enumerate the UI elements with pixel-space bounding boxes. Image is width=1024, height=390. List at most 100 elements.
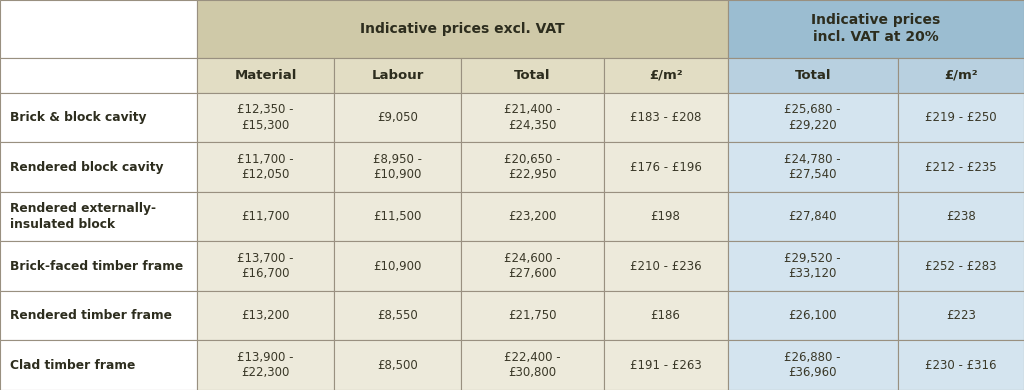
Text: £230 - £316: £230 - £316: [926, 359, 996, 372]
Bar: [198, 241, 334, 291]
Text: £13,700 -
£16,700: £13,700 - £16,700: [238, 252, 294, 280]
Text: £223: £223: [946, 309, 976, 322]
Bar: [198, 0, 728, 58]
Bar: [0, 93, 198, 142]
Text: £26,100: £26,100: [788, 309, 837, 322]
Bar: [728, 291, 898, 340]
Bar: [0, 0, 198, 58]
Text: £11,700 -
£12,050: £11,700 - £12,050: [238, 153, 294, 181]
Text: £198: £198: [650, 210, 681, 223]
Bar: [334, 142, 462, 192]
Bar: [898, 58, 1024, 93]
Bar: [898, 291, 1024, 340]
Bar: [898, 192, 1024, 241]
Bar: [198, 291, 334, 340]
Text: Total: Total: [514, 69, 551, 82]
Text: £21,400 -
£24,350: £21,400 - £24,350: [504, 103, 561, 132]
Bar: [462, 58, 603, 93]
Bar: [198, 192, 334, 241]
Text: £176 - £196: £176 - £196: [630, 161, 701, 174]
Bar: [462, 192, 603, 241]
Bar: [898, 340, 1024, 390]
Text: £24,600 -
£27,600: £24,600 - £27,600: [504, 252, 561, 280]
Text: Indicative prices
incl. VAT at 20%: Indicative prices incl. VAT at 20%: [811, 14, 940, 44]
Text: £8,550: £8,550: [378, 309, 418, 322]
Text: Brick & block cavity: Brick & block cavity: [10, 111, 146, 124]
Bar: [462, 291, 603, 340]
Text: £24,780 -
£27,540: £24,780 - £27,540: [784, 153, 841, 181]
Bar: [334, 192, 462, 241]
Bar: [603, 241, 728, 291]
Text: £219 - £250: £219 - £250: [925, 111, 996, 124]
Bar: [462, 93, 603, 142]
Text: £210 - £236: £210 - £236: [630, 260, 701, 273]
Bar: [462, 241, 603, 291]
Bar: [334, 241, 462, 291]
Text: £252 - £283: £252 - £283: [926, 260, 996, 273]
Bar: [728, 192, 898, 241]
Bar: [603, 291, 728, 340]
Bar: [728, 58, 898, 93]
Bar: [603, 58, 728, 93]
Bar: [462, 142, 603, 192]
Text: Brick-faced timber frame: Brick-faced timber frame: [10, 260, 183, 273]
Text: £238: £238: [946, 210, 976, 223]
Text: £8,950 -
£10,900: £8,950 - £10,900: [373, 153, 422, 181]
Bar: [603, 340, 728, 390]
Text: £12,350 -
£15,300: £12,350 - £15,300: [238, 103, 294, 132]
Bar: [198, 142, 334, 192]
Bar: [728, 340, 898, 390]
Text: £11,500: £11,500: [374, 210, 422, 223]
Text: Indicative prices excl. VAT: Indicative prices excl. VAT: [360, 22, 564, 36]
Bar: [0, 241, 198, 291]
Bar: [334, 93, 462, 142]
Text: £26,880 -
£36,960: £26,880 - £36,960: [784, 351, 841, 379]
Text: £8,500: £8,500: [378, 359, 418, 372]
Text: £183 - £208: £183 - £208: [630, 111, 701, 124]
Bar: [728, 142, 898, 192]
Bar: [198, 58, 334, 93]
Text: £13,200: £13,200: [242, 309, 290, 322]
Text: £212 - £235: £212 - £235: [925, 161, 996, 174]
Text: £9,050: £9,050: [377, 111, 418, 124]
Bar: [0, 340, 198, 390]
Bar: [0, 142, 198, 192]
Bar: [334, 291, 462, 340]
Text: £29,520 -
£33,120: £29,520 - £33,120: [784, 252, 841, 280]
Bar: [603, 142, 728, 192]
Bar: [728, 0, 1024, 58]
Text: Labour: Labour: [372, 69, 424, 82]
Text: £27,840: £27,840: [788, 210, 837, 223]
Bar: [462, 340, 603, 390]
Text: £191 - £263: £191 - £263: [630, 359, 701, 372]
Text: Rendered externally-
insulated block: Rendered externally- insulated block: [10, 202, 157, 231]
Text: £13,900 -
£22,300: £13,900 - £22,300: [238, 351, 294, 379]
Text: £21,750: £21,750: [508, 309, 557, 322]
Bar: [198, 93, 334, 142]
Text: £11,700: £11,700: [242, 210, 290, 223]
Bar: [198, 340, 334, 390]
Bar: [728, 241, 898, 291]
Text: £10,900: £10,900: [374, 260, 422, 273]
Text: £23,200: £23,200: [508, 210, 557, 223]
Bar: [898, 142, 1024, 192]
Bar: [603, 192, 728, 241]
Text: £/m²: £/m²: [649, 69, 682, 82]
Text: £/m²: £/m²: [944, 69, 978, 82]
Text: £20,650 -
£22,950: £20,650 - £22,950: [504, 153, 561, 181]
Bar: [0, 291, 198, 340]
Bar: [0, 192, 198, 241]
Text: Total: Total: [795, 69, 831, 82]
Bar: [334, 58, 462, 93]
Bar: [334, 340, 462, 390]
Bar: [898, 241, 1024, 291]
Text: £22,400 -
£30,800: £22,400 - £30,800: [504, 351, 561, 379]
Text: £186: £186: [650, 309, 681, 322]
Bar: [728, 93, 898, 142]
Bar: [603, 93, 728, 142]
Bar: [898, 93, 1024, 142]
Bar: [0, 58, 198, 93]
Text: £25,680 -
£29,220: £25,680 - £29,220: [784, 103, 841, 132]
Text: Rendered timber frame: Rendered timber frame: [10, 309, 172, 322]
Text: Rendered block cavity: Rendered block cavity: [10, 161, 164, 174]
